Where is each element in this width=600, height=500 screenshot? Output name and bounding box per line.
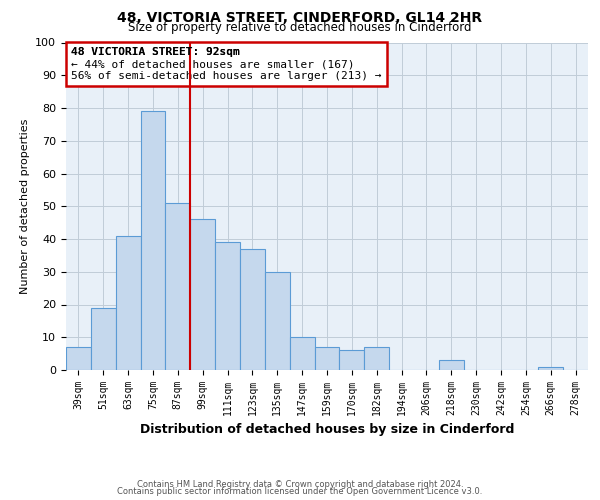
Text: 48 VICTORIA STREET: 92sqm
← 44% of detached houses are smaller (167)
56% of semi: 48 VICTORIA STREET: 92sqm ← 44% of detac… <box>71 48 382 80</box>
Bar <box>190 220 215 370</box>
Bar <box>290 337 314 370</box>
Bar <box>538 366 563 370</box>
Bar <box>240 249 265 370</box>
Bar <box>439 360 464 370</box>
X-axis label: Distribution of detached houses by size in Cinderford: Distribution of detached houses by size … <box>140 424 514 436</box>
Bar <box>116 236 140 370</box>
Bar <box>340 350 364 370</box>
Text: 48, VICTORIA STREET, CINDERFORD, GL14 2HR: 48, VICTORIA STREET, CINDERFORD, GL14 2H… <box>118 11 482 25</box>
Bar <box>140 112 166 370</box>
Text: Contains HM Land Registry data © Crown copyright and database right 2024.: Contains HM Land Registry data © Crown c… <box>137 480 463 489</box>
Text: Contains public sector information licensed under the Open Government Licence v3: Contains public sector information licen… <box>118 487 482 496</box>
Bar <box>265 272 290 370</box>
Bar <box>215 242 240 370</box>
Y-axis label: Number of detached properties: Number of detached properties <box>20 118 30 294</box>
Text: Size of property relative to detached houses in Cinderford: Size of property relative to detached ho… <box>128 21 472 34</box>
Text: 48 VICTORIA STREET: 92sqm: 48 VICTORIA STREET: 92sqm <box>71 48 240 58</box>
Bar <box>166 203 190 370</box>
Bar <box>66 347 91 370</box>
Bar <box>91 308 116 370</box>
Bar <box>364 347 389 370</box>
Bar <box>314 347 340 370</box>
